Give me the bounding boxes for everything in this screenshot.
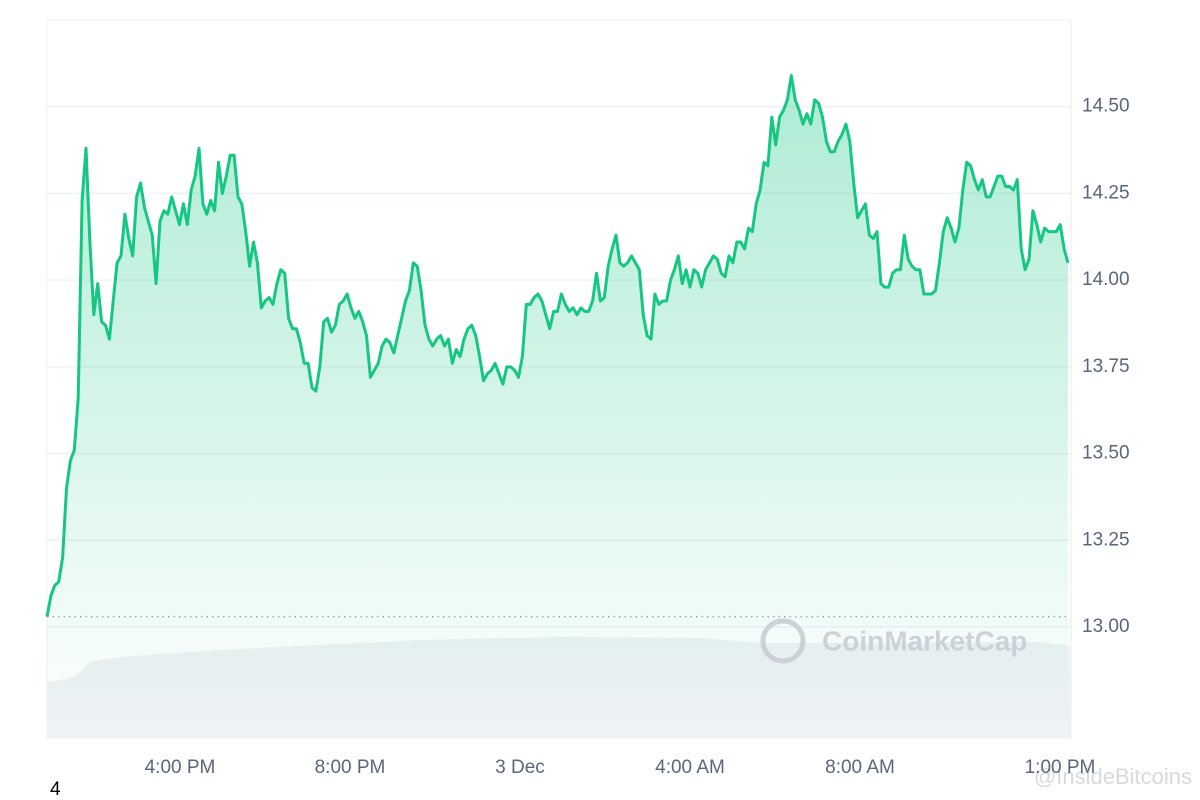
- plot: [45, 74, 1070, 738]
- x-tick-label: 4:00 PM: [145, 757, 216, 778]
- brand-text: CoinMarketCap: [822, 625, 1027, 656]
- y-tick-label: 13.75: [1082, 356, 1130, 377]
- price-line: [45, 74, 1070, 617]
- y-tick-label: 14.50: [1082, 96, 1130, 117]
- y-tick-label: 13.25: [1082, 529, 1130, 550]
- brand-logo: [760, 618, 806, 664]
- x-tick-label: 3 Dec: [495, 757, 545, 778]
- page-number: 4: [50, 779, 61, 800]
- y-tick-label: 13.50: [1082, 443, 1130, 464]
- x-tick-label: 8:00 AM: [825, 757, 895, 778]
- x-tick-label: 4:00 AM: [655, 757, 725, 778]
- y-tick-label: 14.00: [1082, 269, 1130, 290]
- y-tick-label: 13.00: [1082, 616, 1130, 637]
- y-tick-label: 14.25: [1082, 182, 1130, 203]
- x-tick-label: 8:00 PM: [315, 757, 386, 778]
- brand-watermark: CoinMarketCap: [760, 618, 1027, 664]
- x-tick-label: 1:00 PM: [1025, 757, 1096, 778]
- source-watermark: @InsideBitcoins: [1034, 764, 1192, 789]
- price-area: [47, 75, 1068, 738]
